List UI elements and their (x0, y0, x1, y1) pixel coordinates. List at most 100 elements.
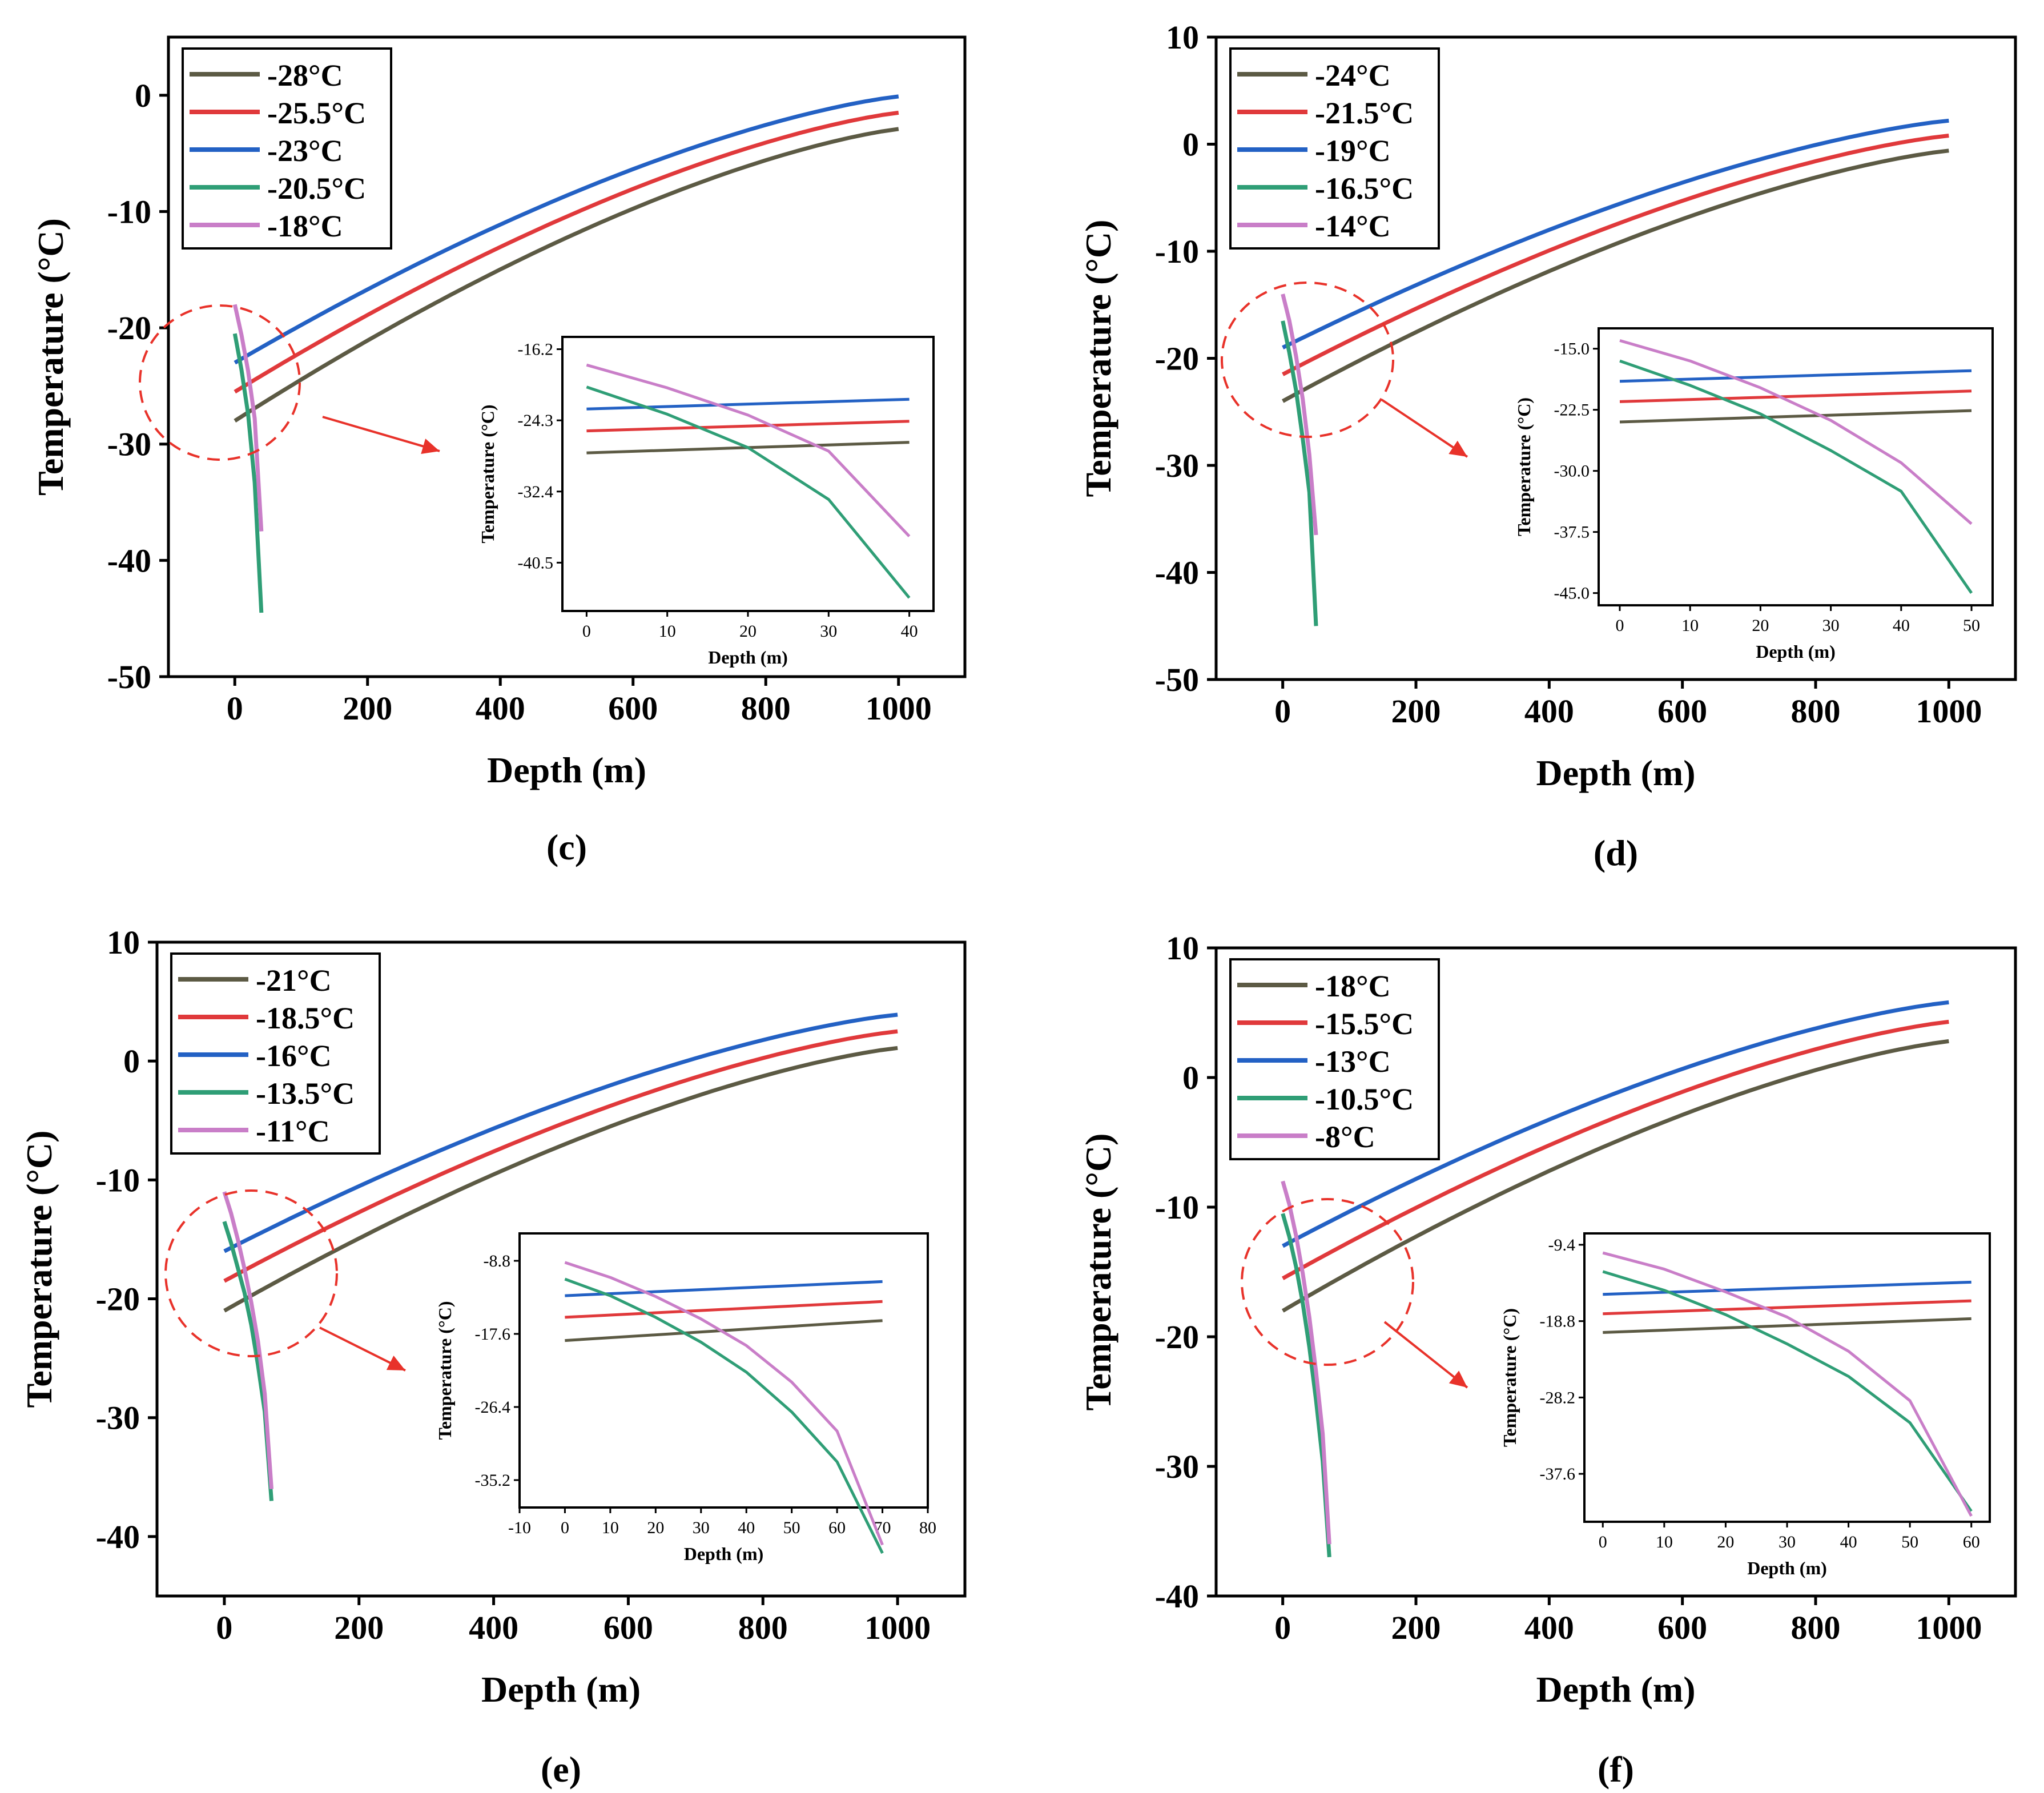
legend-entry: -13.5°C (256, 1076, 355, 1111)
arrow-head (1448, 440, 1467, 457)
x-axis-label: Depth (m) (1536, 753, 1695, 793)
inset-x-tick-label: 20 (1752, 616, 1769, 635)
inset-series-line--8°C (1602, 1251, 1973, 1517)
y-tick-label: -40 (96, 1518, 140, 1555)
x-tick-label: 400 (1524, 693, 1574, 730)
series-line--21°C (223, 1046, 898, 1313)
highlight-circle (1241, 1198, 1414, 1366)
inset-x-tick-label: 10 (659, 622, 676, 641)
inset-series-line--24°C (1619, 409, 1972, 424)
inset-y-tick-label: -32.4 (518, 483, 554, 501)
panel-1: 0 200 400 600 800 1000100-10-20-30-40-50Depth… (1078, 19, 2017, 873)
inset-y-tick-label: -16.2 (518, 340, 554, 359)
legend-entry: -28°C (267, 58, 343, 93)
inset-x-tick-label: 30 (1822, 616, 1840, 635)
inset-x-tick-label: 10 (602, 1518, 619, 1537)
y-tick-label: -20 (107, 309, 151, 347)
inset-y-tick-label: -35.2 (475, 1471, 511, 1490)
series-line--16°C (223, 1012, 898, 1253)
inset-x-tick-label: 60 (1963, 1533, 1980, 1551)
series-line--11°C (222, 1191, 273, 1489)
x-tick-label: 1000 (864, 1609, 931, 1646)
legend-entry: -16.5°C (1315, 171, 1414, 206)
arrow-head (421, 439, 440, 455)
legend-entry: -20.5°C (267, 171, 366, 206)
x-tick-label: 600 (1657, 693, 1707, 730)
legend-entry: -19°C (1315, 134, 1391, 168)
inset-y-axis-label: Temperature (°C) (1499, 1308, 1520, 1447)
plot-frame (1214, 946, 2017, 1598)
x-tick-label: 800 (1791, 1609, 1841, 1646)
series-line--23°C (234, 94, 899, 365)
x-tick-label: 0 (227, 690, 243, 727)
y-axis-label: Temperature (°C) (1078, 1133, 1118, 1411)
y-axis-label: Temperature (°C) (19, 1131, 59, 1408)
inset-x-axis-label: Depth (m) (708, 647, 788, 668)
y-tick-label: -10 (96, 1161, 140, 1199)
inset-y-tick-label: -26.4 (475, 1398, 511, 1417)
x-tick-label: 200 (334, 1609, 384, 1646)
arrow-head (386, 1356, 405, 1370)
plot-frame (167, 35, 967, 678)
y-tick-label: -20 (1155, 340, 1199, 377)
inset-series-line--18°C (1603, 1317, 1971, 1334)
y-tick-label: -30 (1155, 1448, 1199, 1485)
inset-y-axis-label: Temperature (°C) (434, 1301, 455, 1440)
series-line--18.5°C (223, 1029, 898, 1283)
inset-series-line--21°C (565, 1319, 883, 1342)
legend-entry: -18°C (267, 209, 343, 243)
inset-series-line--18°C (586, 363, 911, 537)
inset-x-tick-label: 60 (828, 1518, 846, 1537)
x-tick-label: 400 (476, 690, 525, 727)
inset-x-tick-label: 10 (1656, 1533, 1673, 1551)
y-tick-label: -30 (107, 426, 151, 463)
series-line--28°C (234, 127, 899, 423)
inset-y-tick-label: -37.5 (1554, 523, 1590, 542)
y-tick-label: 10 (1166, 930, 1199, 967)
inset-y-tick-label: -8.8 (484, 1252, 511, 1271)
inset-y-tick-label: -17.6 (475, 1325, 511, 1344)
arrow-line (322, 416, 440, 452)
inset-x-tick-label: 0 (582, 622, 591, 641)
y-tick-label: 10 (1166, 19, 1199, 56)
inset-y-tick-label: -24.3 (518, 411, 554, 430)
series-line--18°C (232, 304, 264, 532)
x-tick-label: 800 (738, 1609, 788, 1646)
inset-frame (561, 336, 935, 612)
inset-series-line--16.5°C (1619, 359, 1973, 594)
series-line--10.5°C (1281, 1213, 1331, 1558)
inset-y-axis-label: Temperature (°C) (477, 405, 498, 544)
inset-0: 0 10 20 30 40 -16.2 -24.3 -32.4 -40.5 Depth (m) Te… (477, 336, 935, 668)
series-line--8°C (1281, 1180, 1331, 1545)
inset-x-tick-label: 50 (783, 1518, 800, 1537)
inset-series-line--21.5°C (1619, 389, 1972, 403)
arrow-line (1381, 399, 1468, 458)
legend-entry: -11°C (256, 1114, 330, 1148)
y-tick-label: -40 (107, 542, 151, 579)
inset-series-line--25.5°C (586, 420, 910, 433)
y-tick-label: -50 (1155, 661, 1199, 698)
inset-series-line--19°C (1619, 369, 1972, 383)
inset-y-tick-label: -37.6 (1540, 1465, 1576, 1484)
x-tick-label: 800 (741, 690, 791, 727)
x-tick-label: 400 (469, 1609, 518, 1646)
inset-series-line--14°C (1619, 339, 1973, 525)
panel-label: (e) (541, 1749, 581, 1790)
inset-x-axis-label: Depth (m) (684, 1543, 764, 1564)
inset-x-tick-label: 20 (739, 622, 757, 641)
plot-frame (155, 940, 967, 1598)
x-tick-label: 200 (1391, 693, 1441, 730)
x-tick-label: 600 (603, 1609, 653, 1646)
series-line--25.5°C (234, 110, 899, 394)
inset-x-axis-label: Depth (m) (1747, 1558, 1827, 1578)
y-tick-label: 0 (1182, 126, 1199, 163)
x-tick-label: 600 (1657, 1609, 1707, 1646)
inset-x-tick-label: 80 (919, 1518, 936, 1537)
x-tick-label: 200 (343, 690, 392, 727)
legend-entry: -21.5°C (1315, 96, 1414, 130)
series-line--20.5°C (232, 333, 264, 613)
series-line--15.5°C (1282, 1019, 1949, 1280)
